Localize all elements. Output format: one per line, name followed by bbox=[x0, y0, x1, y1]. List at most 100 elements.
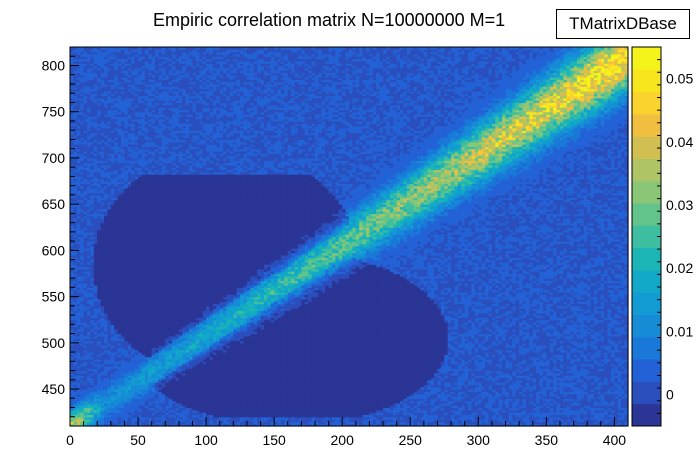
heatmap-cell bbox=[80, 141, 85, 145]
heatmap-cell bbox=[83, 261, 88, 265]
heatmap-cell bbox=[114, 419, 119, 422]
heatmap-cell bbox=[117, 215, 122, 219]
heatmap-cell bbox=[73, 234, 78, 238]
heatmap-cell bbox=[107, 51, 112, 55]
heatmap-cell bbox=[104, 282, 109, 286]
heatmap-cell bbox=[114, 289, 119, 293]
heatmap-cell bbox=[134, 102, 139, 106]
heatmap-cell bbox=[76, 356, 81, 360]
heatmap-cell bbox=[127, 58, 132, 62]
heatmap-cell bbox=[70, 160, 74, 164]
heatmap-cell bbox=[93, 77, 98, 80]
heatmap-cell bbox=[100, 201, 105, 205]
heatmap-cell bbox=[90, 280, 95, 284]
heatmap-cell bbox=[110, 382, 115, 385]
heatmap-cell bbox=[87, 116, 92, 120]
heatmap-cell bbox=[93, 155, 98, 159]
heatmap-cell bbox=[107, 93, 112, 97]
heatmap-cell bbox=[100, 100, 105, 104]
heatmap-cell bbox=[114, 60, 119, 64]
heatmap-cell bbox=[127, 298, 132, 302]
heatmap-cell bbox=[114, 266, 119, 270]
heatmap-cell bbox=[76, 83, 81, 87]
heatmap-cell bbox=[107, 100, 112, 104]
heatmap-cell bbox=[83, 315, 88, 318]
heatmap-cell bbox=[107, 372, 112, 376]
heatmap-cell bbox=[134, 111, 139, 115]
heatmap-cell bbox=[76, 157, 81, 161]
heatmap-cell bbox=[107, 273, 112, 277]
heatmap-cell bbox=[114, 257, 119, 261]
heatmap-cell bbox=[121, 183, 126, 187]
heatmap-cell bbox=[70, 65, 74, 69]
heatmap-cell bbox=[138, 391, 143, 395]
heatmap-cell bbox=[90, 268, 95, 272]
heatmap-cell bbox=[107, 70, 112, 74]
heatmap-cell bbox=[87, 291, 92, 295]
heatmap-cell bbox=[76, 372, 81, 376]
heatmap-cell bbox=[90, 379, 95, 383]
heatmap-cell bbox=[121, 139, 126, 143]
heatmap-cell bbox=[110, 178, 115, 182]
heatmap-cell bbox=[121, 352, 126, 355]
heatmap-cell bbox=[138, 310, 143, 314]
heatmap-cell bbox=[80, 125, 85, 129]
heatmap-cell bbox=[114, 90, 119, 94]
heatmap-cell bbox=[104, 358, 109, 362]
heatmap-cell bbox=[121, 144, 126, 147]
heatmap-cell bbox=[76, 358, 81, 362]
heatmap-cell bbox=[104, 345, 109, 349]
heatmap-cell bbox=[83, 312, 88, 316]
heatmap-cell bbox=[70, 377, 74, 381]
heatmap-cell bbox=[76, 363, 81, 367]
heatmap-cell bbox=[110, 340, 115, 344]
heatmap-cell bbox=[121, 238, 126, 242]
heatmap-cell bbox=[114, 379, 119, 383]
heatmap-cell bbox=[124, 294, 129, 298]
heatmap-cell bbox=[70, 201, 74, 205]
heatmap-cell bbox=[83, 51, 88, 55]
heatmap-cell bbox=[93, 347, 98, 351]
heatmap-cell bbox=[104, 67, 109, 71]
heatmap-cell bbox=[124, 326, 129, 330]
heatmap-cell bbox=[121, 146, 126, 150]
heatmap-cell bbox=[121, 389, 126, 392]
heatmap-cell bbox=[114, 259, 119, 263]
heatmap-cell bbox=[93, 109, 98, 113]
heatmap-cell bbox=[117, 257, 122, 261]
heatmap-cell bbox=[100, 305, 105, 309]
heatmap-cell bbox=[114, 261, 119, 265]
heatmap-cell bbox=[110, 227, 115, 231]
heatmap-cell bbox=[110, 215, 115, 219]
heatmap-cell bbox=[73, 389, 78, 392]
heatmap-cell bbox=[127, 315, 132, 318]
heatmap-cell bbox=[124, 243, 129, 247]
heatmap-cell bbox=[104, 171, 109, 175]
heatmap-cell bbox=[80, 266, 85, 270]
heatmap-cell bbox=[90, 123, 95, 127]
heatmap-cell bbox=[93, 197, 98, 201]
heatmap-cell bbox=[124, 192, 129, 196]
heatmap-cell bbox=[87, 326, 92, 330]
heatmap-cell bbox=[117, 123, 122, 127]
heatmap-cell bbox=[127, 234, 132, 238]
heatmap-cell bbox=[134, 296, 139, 300]
heatmap-cell bbox=[80, 90, 85, 94]
heatmap-cell bbox=[70, 139, 74, 143]
heatmap-cell bbox=[107, 301, 112, 305]
heatmap-cell bbox=[93, 423, 98, 427]
heatmap-cell bbox=[83, 49, 88, 53]
heatmap-cell bbox=[73, 238, 78, 242]
heatmap-cell bbox=[83, 248, 88, 251]
heatmap-cell bbox=[87, 109, 92, 113]
heatmap-cell bbox=[127, 206, 132, 210]
heatmap-cell bbox=[107, 259, 112, 263]
heatmap-cell bbox=[70, 109, 74, 113]
heatmap-cell bbox=[83, 197, 88, 201]
heatmap-cell bbox=[90, 349, 95, 353]
heatmap-cell bbox=[70, 285, 74, 288]
heatmap-cell bbox=[124, 157, 129, 161]
heatmap-cell bbox=[80, 264, 85, 268]
heatmap-cell bbox=[121, 347, 126, 351]
heatmap-cell bbox=[117, 287, 122, 291]
